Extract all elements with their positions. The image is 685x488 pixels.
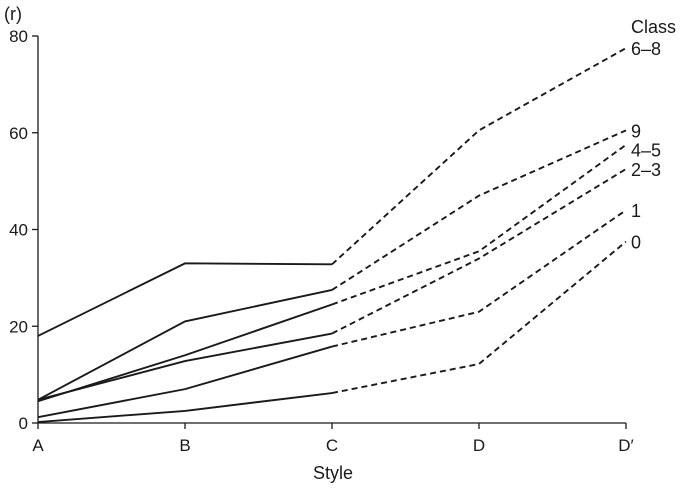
series-line-solid-6-8 <box>37 262 333 337</box>
series-label: 6–8 <box>631 39 661 59</box>
y-tick-label: 0 <box>19 414 28 433</box>
series-line-dashed-6-8 <box>331 47 627 266</box>
x-tick-label: B <box>179 436 190 455</box>
series-lines <box>37 47 627 423</box>
y-axis-label: (r) <box>4 4 22 24</box>
axes: 0 20 40 60 80 A B C D D′ <box>9 27 634 455</box>
legend-title: Class <box>631 17 676 37</box>
series-line-solid-1 <box>37 345 333 419</box>
y-tick-label: 60 <box>9 124 28 143</box>
series-line-dashed-1 <box>331 209 627 348</box>
series-line-solid-9 <box>37 289 333 401</box>
y-tick-label: 40 <box>9 221 28 240</box>
x-axis-label: Style <box>313 463 353 483</box>
series-labels: 6–8 94–52–3 1 0 <box>631 39 661 253</box>
series-line-solid-0 <box>37 392 333 423</box>
series-line-solid-4-5 <box>37 303 333 403</box>
series-label: 9 <box>631 121 641 141</box>
series-label: 2–3 <box>631 160 661 180</box>
series-line-dashed-4-5 <box>331 144 627 306</box>
series-line-dashed-9 <box>331 129 627 291</box>
series-line-dashed-0 <box>331 240 627 394</box>
x-tick-label: C <box>326 436 338 455</box>
series-line-solid-2-3 <box>37 332 333 401</box>
y-tick-label: 80 <box>9 27 28 46</box>
series-label: 0 <box>631 233 641 253</box>
series-label: 1 <box>631 201 641 221</box>
series-label: 4–5 <box>631 140 661 160</box>
x-tick-label: D <box>473 436 485 455</box>
x-tick-label: A <box>32 436 44 455</box>
series-line-dashed-2-3 <box>331 168 627 335</box>
y-tick-label: 20 <box>9 317 28 336</box>
x-tick-label: D′ <box>618 436 633 455</box>
